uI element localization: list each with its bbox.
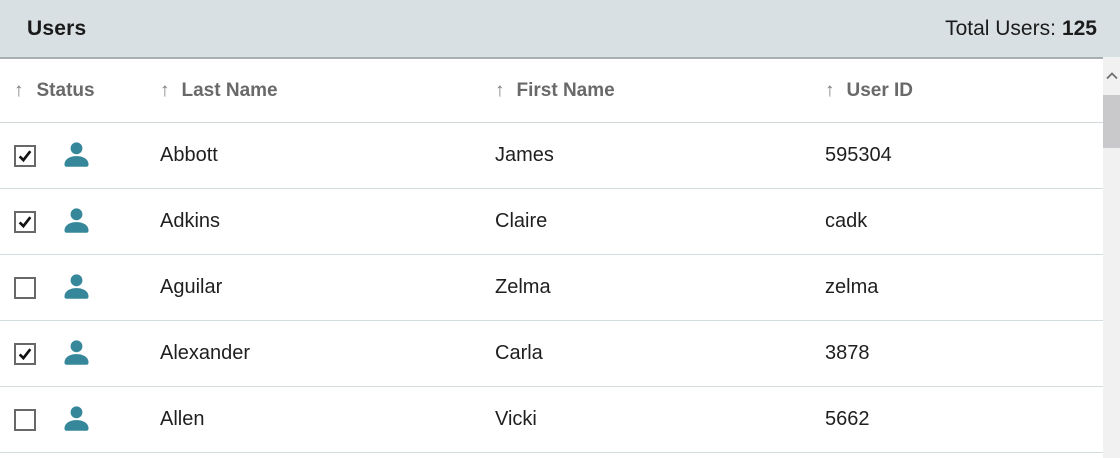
last-name-cell: Adkins: [160, 210, 221, 232]
column-header-first-name[interactable]: ↑ First Name: [480, 80, 810, 102]
sort-ascending-icon: ↑: [160, 80, 170, 101]
person-icon: [61, 403, 92, 436]
vertical-scrollbar[interactable]: [1103, 57, 1120, 458]
sort-ascending-icon: ↑: [825, 80, 835, 101]
last-name-cell: Aguilar: [160, 276, 223, 298]
table-header-row: ↑ Status ↑ Last Name ↑ First Name ↑ User…: [0, 59, 1103, 123]
table-body: Abbott James 595304 Adkins Claire cadk: [0, 123, 1103, 453]
checkmark-icon: [18, 149, 32, 162]
column-header-label: Status: [36, 79, 95, 101]
table-row[interactable]: Allen Vicki 5662: [0, 387, 1103, 453]
total-users-value: 125: [1061, 16, 1097, 40]
total-users: Total Users: 125: [945, 17, 1097, 41]
user-id-cell: 5662: [825, 408, 870, 430]
status-cell: [0, 403, 145, 436]
table-row[interactable]: Alexander Carla 3878: [0, 321, 1103, 387]
last-name-cell: Abbott: [160, 144, 218, 166]
person-icon: [61, 271, 92, 304]
column-header-status[interactable]: ↑ Status: [0, 80, 145, 102]
person-icon: [61, 337, 92, 370]
user-id-cell: zelma: [825, 276, 879, 298]
column-header-last-name[interactable]: ↑ Last Name: [145, 80, 480, 102]
column-header-label: First Name: [516, 79, 615, 101]
title-bar: Users Total Users: 125: [0, 0, 1120, 57]
status-checkbox[interactable]: [14, 342, 36, 365]
user-id-cell: 3878: [825, 342, 870, 364]
status-checkbox[interactable]: [14, 210, 36, 233]
user-id-cell: cadk: [825, 210, 868, 232]
first-name-cell: James: [495, 144, 554, 166]
status-cell: [0, 271, 145, 304]
user-id-cell: 595304: [825, 144, 892, 166]
person-icon: [61, 205, 92, 238]
scrollbar-thumb[interactable]: [1103, 95, 1120, 148]
first-name-cell: Carla: [495, 342, 543, 364]
status-checkbox[interactable]: [14, 408, 36, 431]
status-cell: [0, 337, 145, 370]
status-cell: [0, 139, 145, 172]
table-row[interactable]: Adkins Claire cadk: [0, 189, 1103, 255]
users-table: ↑ Status ↑ Last Name ↑ First Name ↑ User…: [0, 57, 1103, 458]
sort-ascending-icon: ↑: [495, 80, 505, 101]
column-header-label: Last Name: [181, 79, 278, 101]
checkmark-icon: [18, 347, 32, 360]
table-row[interactable]: Aguilar Zelma zelma: [0, 255, 1103, 321]
scroll-up-button[interactable]: [1103, 57, 1120, 95]
total-users-label: Total Users:: [945, 16, 1056, 40]
column-header-user-id[interactable]: ↑ User ID: [810, 80, 1103, 102]
table-row[interactable]: Abbott James 595304: [0, 123, 1103, 189]
chevron-up-icon: [1105, 72, 1118, 80]
sort-ascending-icon: ↑: [14, 80, 24, 101]
last-name-cell: Alexander: [160, 342, 251, 364]
first-name-cell: Claire: [495, 210, 548, 232]
first-name-cell: Zelma: [495, 276, 551, 298]
page-title: Users: [27, 16, 87, 40]
status-checkbox[interactable]: [14, 276, 36, 299]
last-name-cell: Allen: [160, 408, 205, 430]
person-icon: [61, 139, 92, 172]
checkmark-icon: [18, 215, 32, 228]
first-name-cell: Vicki: [495, 408, 537, 430]
status-checkbox[interactable]: [14, 144, 36, 167]
status-cell: [0, 205, 145, 238]
column-header-label: User ID: [846, 79, 914, 101]
